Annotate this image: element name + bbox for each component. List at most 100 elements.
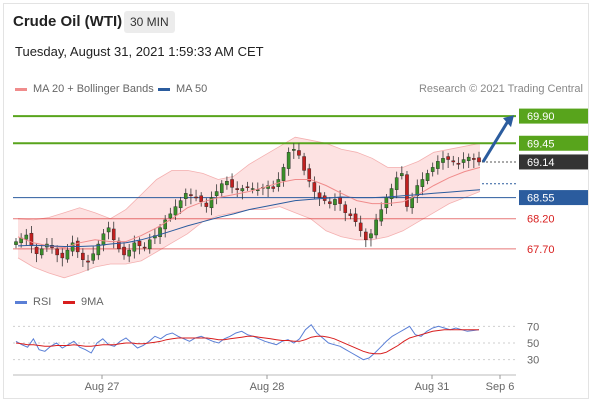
level-label-68.55: 68.55 (527, 193, 555, 205)
candle-body (101, 233, 106, 246)
candle-body (461, 159, 466, 163)
candle-body (163, 219, 167, 230)
candle-body (96, 243, 101, 256)
rsi-tick-label-50: 50 (527, 338, 539, 350)
candle-body (456, 162, 461, 165)
candle-body (374, 219, 378, 236)
candle-body (147, 239, 152, 250)
candle-body (29, 232, 34, 247)
candle-body (317, 192, 322, 198)
instrument-title: Crude Oil (WTI) (13, 13, 123, 30)
timeframe-badge[interactable]: 30 MIN (124, 11, 175, 33)
legend-rsi-label: RSI (33, 296, 52, 308)
candle-body (194, 196, 198, 199)
candle-body (364, 231, 368, 241)
legend-ma20: MA 20 + Bollinger Bands (15, 83, 154, 95)
candle-body (384, 197, 389, 209)
candle-body (132, 242, 137, 252)
rsi-series-RSI (15, 323, 480, 361)
level-box-69.45 (519, 135, 588, 151)
widget-frame (3, 3, 589, 399)
candle-body (204, 202, 209, 207)
candle-body (328, 201, 332, 204)
level-box-69.14 (519, 154, 588, 170)
candle-body (420, 179, 425, 187)
candle-body (60, 252, 65, 259)
candle-body (214, 191, 219, 196)
candle-body (425, 173, 430, 181)
candle-body (281, 167, 286, 181)
candle-body (472, 158, 476, 160)
legend-rsi: RSI (15, 296, 51, 308)
candle-body (333, 199, 337, 206)
candle-body (353, 213, 358, 222)
legend-ma50: MA 50 (158, 83, 207, 95)
candle-body (86, 260, 90, 263)
candle-body (225, 181, 229, 186)
candle-body (436, 161, 440, 169)
candle-body (477, 157, 481, 163)
candle-body (173, 206, 178, 216)
research-credit: Research © 2021 Trading Central (418, 83, 583, 95)
candle-body (292, 149, 296, 151)
rsi-series-9MA (15, 329, 479, 355)
candle-body (343, 204, 348, 213)
candle-body (70, 242, 75, 252)
candle-body (178, 200, 183, 209)
candle-body (219, 183, 224, 193)
x-tick-label: Sep 6 (486, 381, 515, 393)
candle-body (307, 168, 312, 182)
candle-body (230, 179, 234, 188)
candle-body (410, 197, 414, 209)
candle-body (24, 234, 29, 240)
candle-body (379, 209, 384, 222)
candle-body (271, 186, 276, 189)
candle-body (122, 246, 126, 256)
candle-body (55, 248, 59, 256)
candle-body (240, 188, 245, 192)
candle-body (348, 213, 353, 216)
candle-body (430, 167, 435, 172)
candle-body (137, 240, 142, 247)
candle-body (286, 152, 291, 169)
candle-body (415, 185, 420, 196)
candle-body (199, 195, 204, 202)
candle-body (183, 193, 188, 199)
candle-body (168, 213, 173, 219)
candle-body (394, 177, 399, 190)
level-box-69.90 (519, 108, 588, 124)
candle-body (297, 150, 301, 156)
ma50-line (17, 189, 481, 247)
x-tick-label: Aug 27 (85, 381, 120, 393)
candle-body (369, 233, 373, 239)
rsi-tick-label-30: 30 (527, 355, 539, 367)
candle-body (405, 174, 409, 207)
legend-ma20-label: MA 20 + Bollinger Bands (33, 83, 154, 95)
level-label-69.14: 69.14 (527, 157, 555, 169)
legend-ma20-swatch (15, 87, 27, 91)
ma20-line (17, 166, 481, 249)
candle-body (466, 156, 471, 161)
candle-body (117, 240, 121, 250)
legend-9ma: 9MA (63, 296, 104, 308)
legend-9ma-label: 9MA (81, 296, 104, 308)
candle-body (106, 227, 111, 233)
candle-body (446, 156, 450, 160)
candle-body (250, 188, 255, 190)
level-label-69.45: 69.45 (527, 138, 555, 150)
candle-body (158, 227, 162, 238)
candle-body (34, 246, 39, 254)
legend-ma50-label: MA 50 (176, 83, 208, 95)
forecast-arrow-shaft (481, 120, 510, 163)
candle-body (358, 222, 363, 231)
rsi-tick-label-70: 70 (527, 321, 539, 333)
x-tick-label: Aug 31 (415, 381, 450, 393)
candle-body (389, 188, 394, 199)
candle-body (312, 182, 317, 192)
candle-body (142, 246, 147, 249)
candle-body (65, 249, 70, 260)
legend-9ma-swatch (63, 300, 75, 304)
candle-body (441, 158, 445, 163)
candle-body (111, 228, 116, 241)
